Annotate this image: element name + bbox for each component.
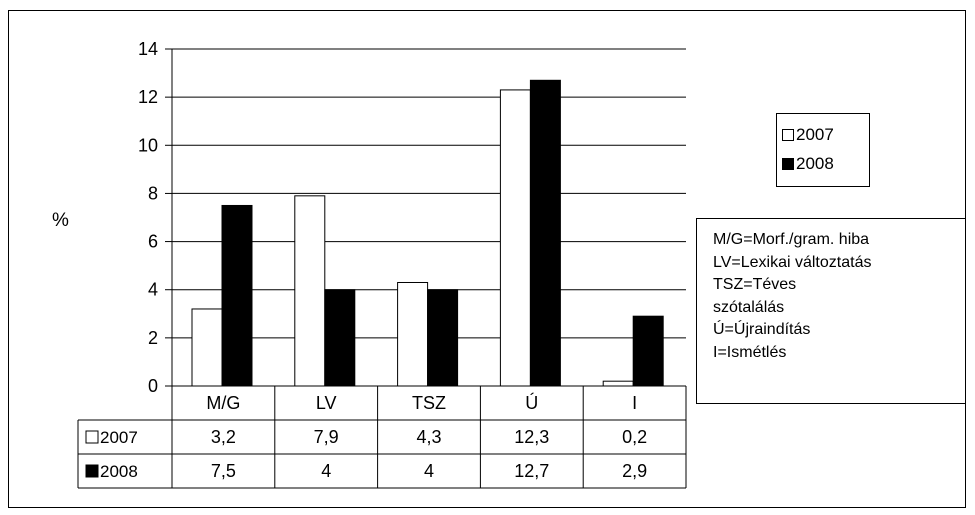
legend-swatch-2007 xyxy=(782,128,794,141)
bar-2008-LV xyxy=(324,289,356,387)
legend-swatch-2008 xyxy=(782,157,794,170)
bar-2007-LV xyxy=(294,195,326,387)
data-value-label: 7,5 xyxy=(211,461,236,481)
data-value-label: 12,7 xyxy=(514,461,549,481)
category-label: I xyxy=(632,393,637,413)
y-tick-label: 6 xyxy=(148,232,158,252)
y-tick-label: 2 xyxy=(148,328,158,348)
abbreviation-line: TSZ=Téves xyxy=(713,276,797,293)
data-value-label: 0,2 xyxy=(622,427,647,447)
y-axis-label: % xyxy=(52,210,69,231)
bar-2007-I xyxy=(602,380,634,387)
table-swatch-2007 xyxy=(85,430,99,444)
abbreviation-line: M/G=Morf./gram. hiba xyxy=(713,231,870,248)
data-value-label: 2,9 xyxy=(622,461,647,481)
abbreviation-box: M/G=Morf./gram. hiba LV=Lexikai változta… xyxy=(696,218,966,404)
abbreviation-line: I=Ismétlés xyxy=(713,343,787,361)
bar-2008-I xyxy=(632,315,664,387)
category-label: LV xyxy=(316,393,337,413)
category-label: M/G xyxy=(206,393,240,413)
table-swatch-2008 xyxy=(85,464,99,478)
y-tick-label: 10 xyxy=(138,135,158,155)
y-tick-label: 0 xyxy=(148,376,158,396)
data-value-label: 4 xyxy=(321,461,331,481)
data-value-label: 7,9 xyxy=(314,427,339,447)
bar-2007-TSZ xyxy=(397,281,429,387)
table-series-label: 2007 xyxy=(100,428,138,447)
abbreviation-line: Ú=Újraindítás xyxy=(713,321,811,338)
y-tick-label: 8 xyxy=(148,183,158,203)
bar-2008-Ú xyxy=(529,79,561,387)
y-tick-label: 12 xyxy=(138,87,158,107)
legend-item-2007: 2007 xyxy=(777,120,869,149)
data-value-label: 3,2 xyxy=(211,427,236,447)
legend-label-2007: 2007 xyxy=(796,124,834,144)
y-tick-label: 4 xyxy=(148,280,158,300)
category-label: Ú xyxy=(525,392,538,413)
data-value-label: 4,3 xyxy=(416,427,441,447)
data-value-label: 12,3 xyxy=(514,427,549,447)
legend: 2007 2008 xyxy=(776,113,870,187)
abbreviation-line: LV=Lexikai változtatás xyxy=(713,253,872,271)
legend-item-2008: 2008 xyxy=(777,149,869,178)
category-label: TSZ xyxy=(412,393,446,413)
abbreviation-line: szótalálás xyxy=(713,298,785,316)
legend-label-2008: 2008 xyxy=(796,153,834,173)
bar-2008-M/G xyxy=(221,204,253,387)
table-series-label: 2008 xyxy=(100,462,138,481)
bar-2007-Ú xyxy=(499,89,531,387)
data-value-label: 4 xyxy=(424,461,434,481)
y-tick-label: 14 xyxy=(138,39,158,59)
bar-2007-M/G xyxy=(191,308,223,387)
bar-2008-TSZ xyxy=(427,289,459,387)
